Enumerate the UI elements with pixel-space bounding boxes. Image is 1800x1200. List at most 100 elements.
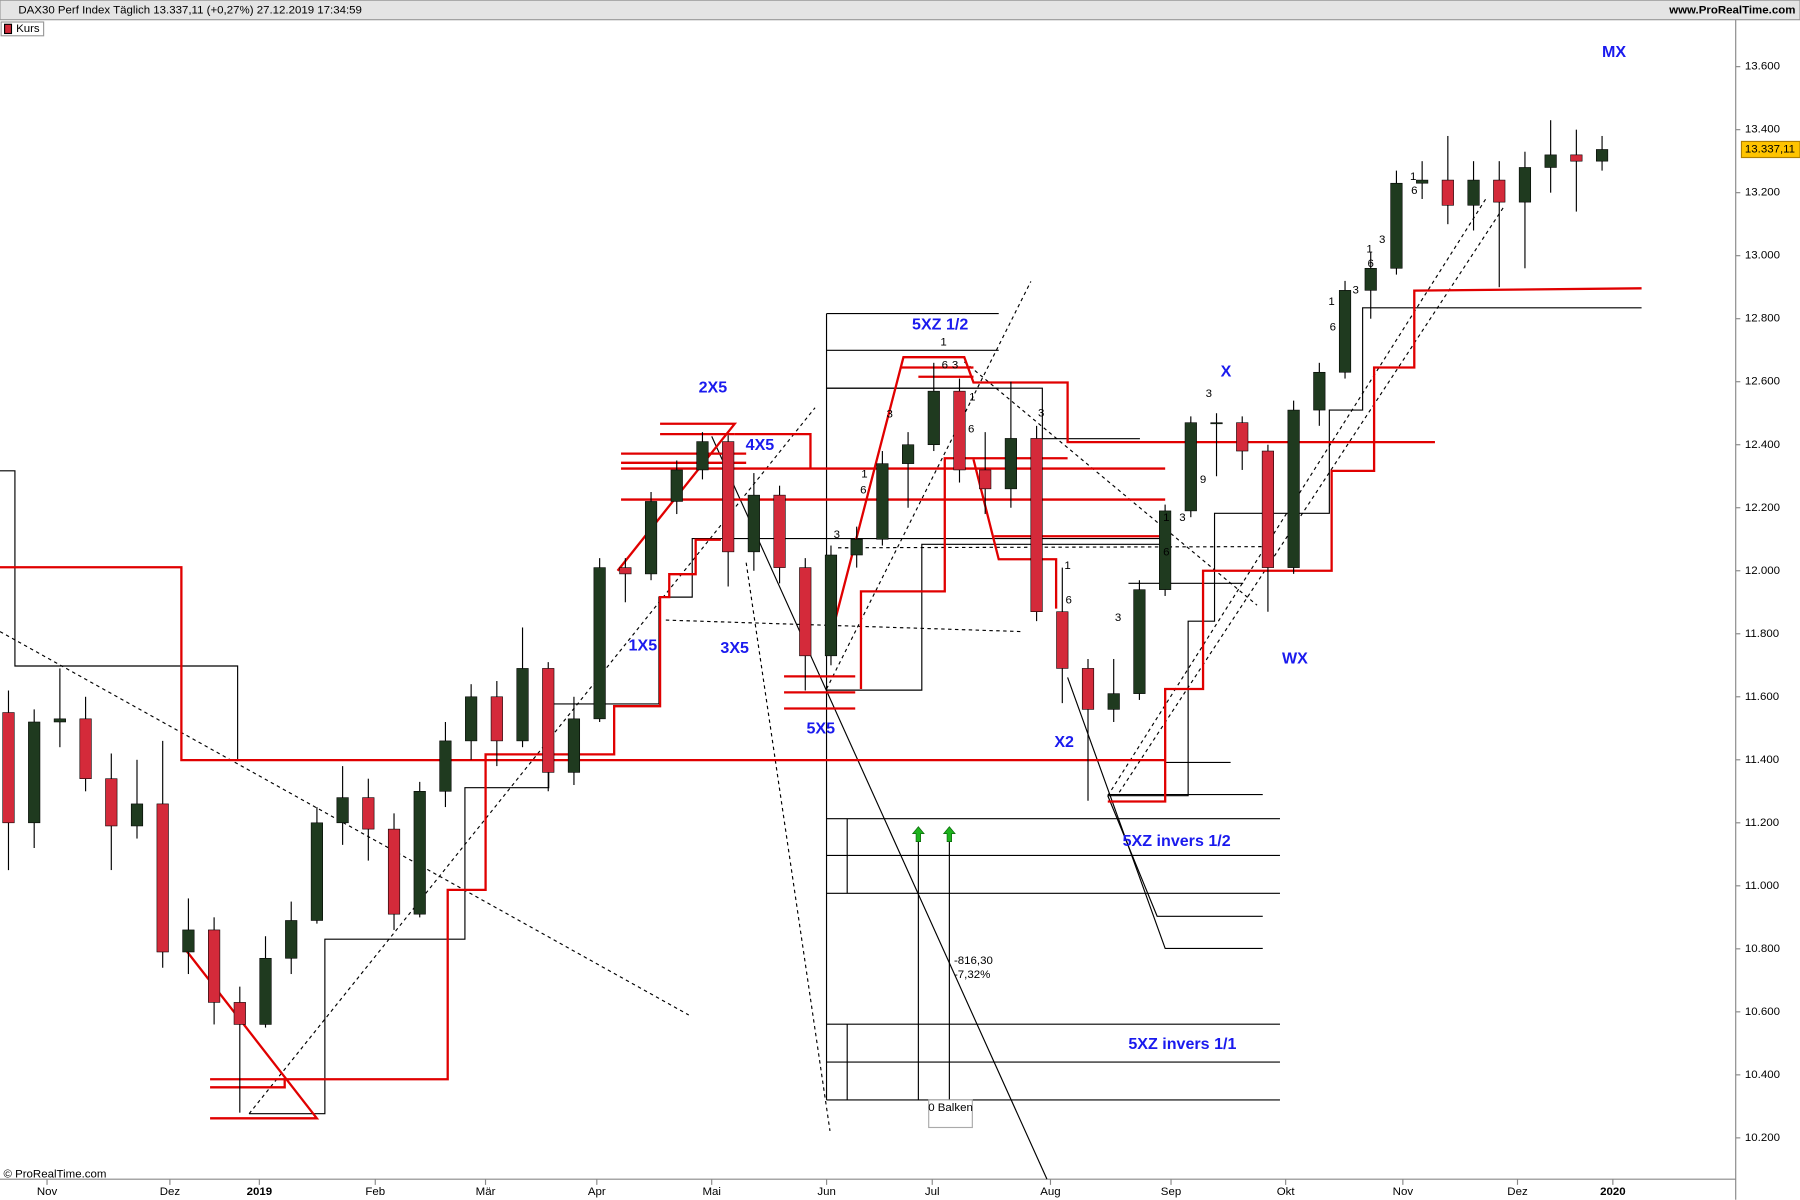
drawing-line	[734, 432, 812, 469]
candle-body	[1441, 179, 1454, 206]
drawing-line	[0, 631, 690, 1016]
y-tick-label: 13.600	[1745, 61, 1780, 73]
count-label: 1	[1163, 512, 1169, 524]
drawing-line	[182, 946, 320, 1120]
count-label: 6	[968, 424, 974, 436]
last-price-label: 13.337,11	[1745, 144, 1795, 156]
candle-body	[516, 668, 529, 742]
y-tick-label: 10.600	[1745, 1006, 1780, 1018]
y-tick-label: 11.200	[1745, 817, 1779, 829]
candle-body	[1313, 371, 1326, 411]
x-tick-label: Apr	[588, 1186, 606, 1198]
wave-label: MX	[1602, 43, 1626, 61]
drawings	[0, 197, 1642, 1180]
x-tick-label: Dez	[160, 1186, 181, 1198]
candle-body	[1236, 422, 1249, 452]
candle-body	[79, 718, 92, 779]
y-tick-label: 10.800	[1745, 943, 1780, 955]
candle-body	[413, 791, 426, 915]
drawing-line	[745, 562, 831, 1132]
candle-body	[310, 822, 323, 921]
drawing-line	[248, 407, 816, 1115]
candle-body	[644, 501, 658, 575]
candle-body	[1570, 154, 1583, 162]
wave-label: 5X5	[806, 719, 835, 737]
count-label: 1	[1410, 171, 1416, 183]
candle-body	[902, 444, 915, 464]
x-tick-label: Dez	[1507, 1186, 1528, 1198]
drawing-line	[249, 538, 1171, 1115]
count-label: 3	[834, 529, 840, 541]
wave-label: 5XZ invers 1/1	[1128, 1035, 1236, 1053]
candle-body	[2, 712, 15, 824]
x-tick-label: Nov	[37, 1186, 58, 1198]
candle-body	[927, 390, 940, 446]
candle-body	[953, 390, 966, 471]
candle-body	[130, 803, 144, 827]
candle-body	[1133, 589, 1146, 694]
candle-body	[1338, 290, 1352, 373]
x-tick-label: Aug	[1040, 1186, 1060, 1198]
candle-body	[593, 567, 606, 720]
count-label: 9	[1200, 474, 1206, 486]
candle-body	[490, 696, 503, 742]
y-tick-label: 13.200	[1745, 187, 1780, 199]
candle-body	[182, 929, 195, 953]
candle-body	[824, 554, 838, 657]
header-bar	[0, 0, 1800, 21]
measure-percent: -7,32%	[954, 969, 990, 981]
count-label: 3	[1038, 407, 1044, 419]
candle-body	[1030, 438, 1043, 613]
candle-body	[1390, 182, 1403, 269]
wave-label: 4X5	[746, 436, 775, 454]
y-tick-label: 11.600	[1745, 691, 1779, 703]
candle-body	[670, 469, 683, 502]
candle-body	[439, 740, 452, 792]
x-tick-label: Okt	[1277, 1186, 1296, 1198]
candle-body	[1261, 450, 1274, 568]
header-website[interactable]: www.ProRealTime.com	[1668, 5, 1795, 17]
x-tick-label: Feb	[365, 1186, 385, 1198]
drawing-line	[826, 387, 1140, 440]
candle-body	[1416, 179, 1429, 184]
drawing-line	[0, 470, 239, 761]
count-label: 3	[952, 359, 958, 371]
candle-body	[696, 441, 709, 471]
count-label: 1	[1328, 296, 1334, 308]
candle-body	[105, 778, 118, 827]
candle-body	[1184, 422, 1197, 512]
count-label: 1	[1064, 560, 1070, 572]
candle-body	[1595, 149, 1609, 162]
candle-body	[208, 929, 221, 1003]
drawing-line	[665, 619, 1022, 633]
measure-box	[928, 1099, 973, 1129]
candle-body	[1004, 438, 1017, 490]
count-label: 1	[969, 391, 975, 403]
candle-body	[1544, 154, 1557, 168]
y-tick-label: 12.200	[1745, 502, 1780, 514]
y-tick-label: 12.400	[1745, 439, 1780, 451]
count-label: 3	[1379, 234, 1385, 246]
count-label: 3	[1179, 512, 1185, 524]
candle-body	[156, 803, 169, 953]
candle-body	[1518, 167, 1532, 203]
count-label: 6	[1330, 321, 1336, 333]
count-label: 3	[886, 409, 892, 421]
candle-body	[1056, 611, 1069, 669]
candle-body	[850, 538, 863, 556]
copyright: © ProRealTime.com	[3, 1169, 106, 1181]
candle-body	[1107, 693, 1120, 710]
arrow-icon	[911, 826, 925, 842]
drawing-line	[711, 436, 1048, 1180]
candle-body	[336, 797, 349, 824]
candle-body	[799, 567, 812, 657]
x-tick-label: Jul	[925, 1186, 940, 1198]
x-tick-label: Jun	[817, 1186, 836, 1198]
candle-body	[619, 567, 632, 575]
candle-body	[1081, 668, 1095, 710]
candle-body	[1159, 510, 1172, 590]
header-title: DAX30 Perf Index Täglich 13.337,11 (+0,2…	[18, 5, 362, 17]
x-tick-label: Mär	[476, 1186, 496, 1198]
y-tick-label: 10.200	[1745, 1132, 1780, 1144]
drawing-line	[826, 543, 1171, 691]
